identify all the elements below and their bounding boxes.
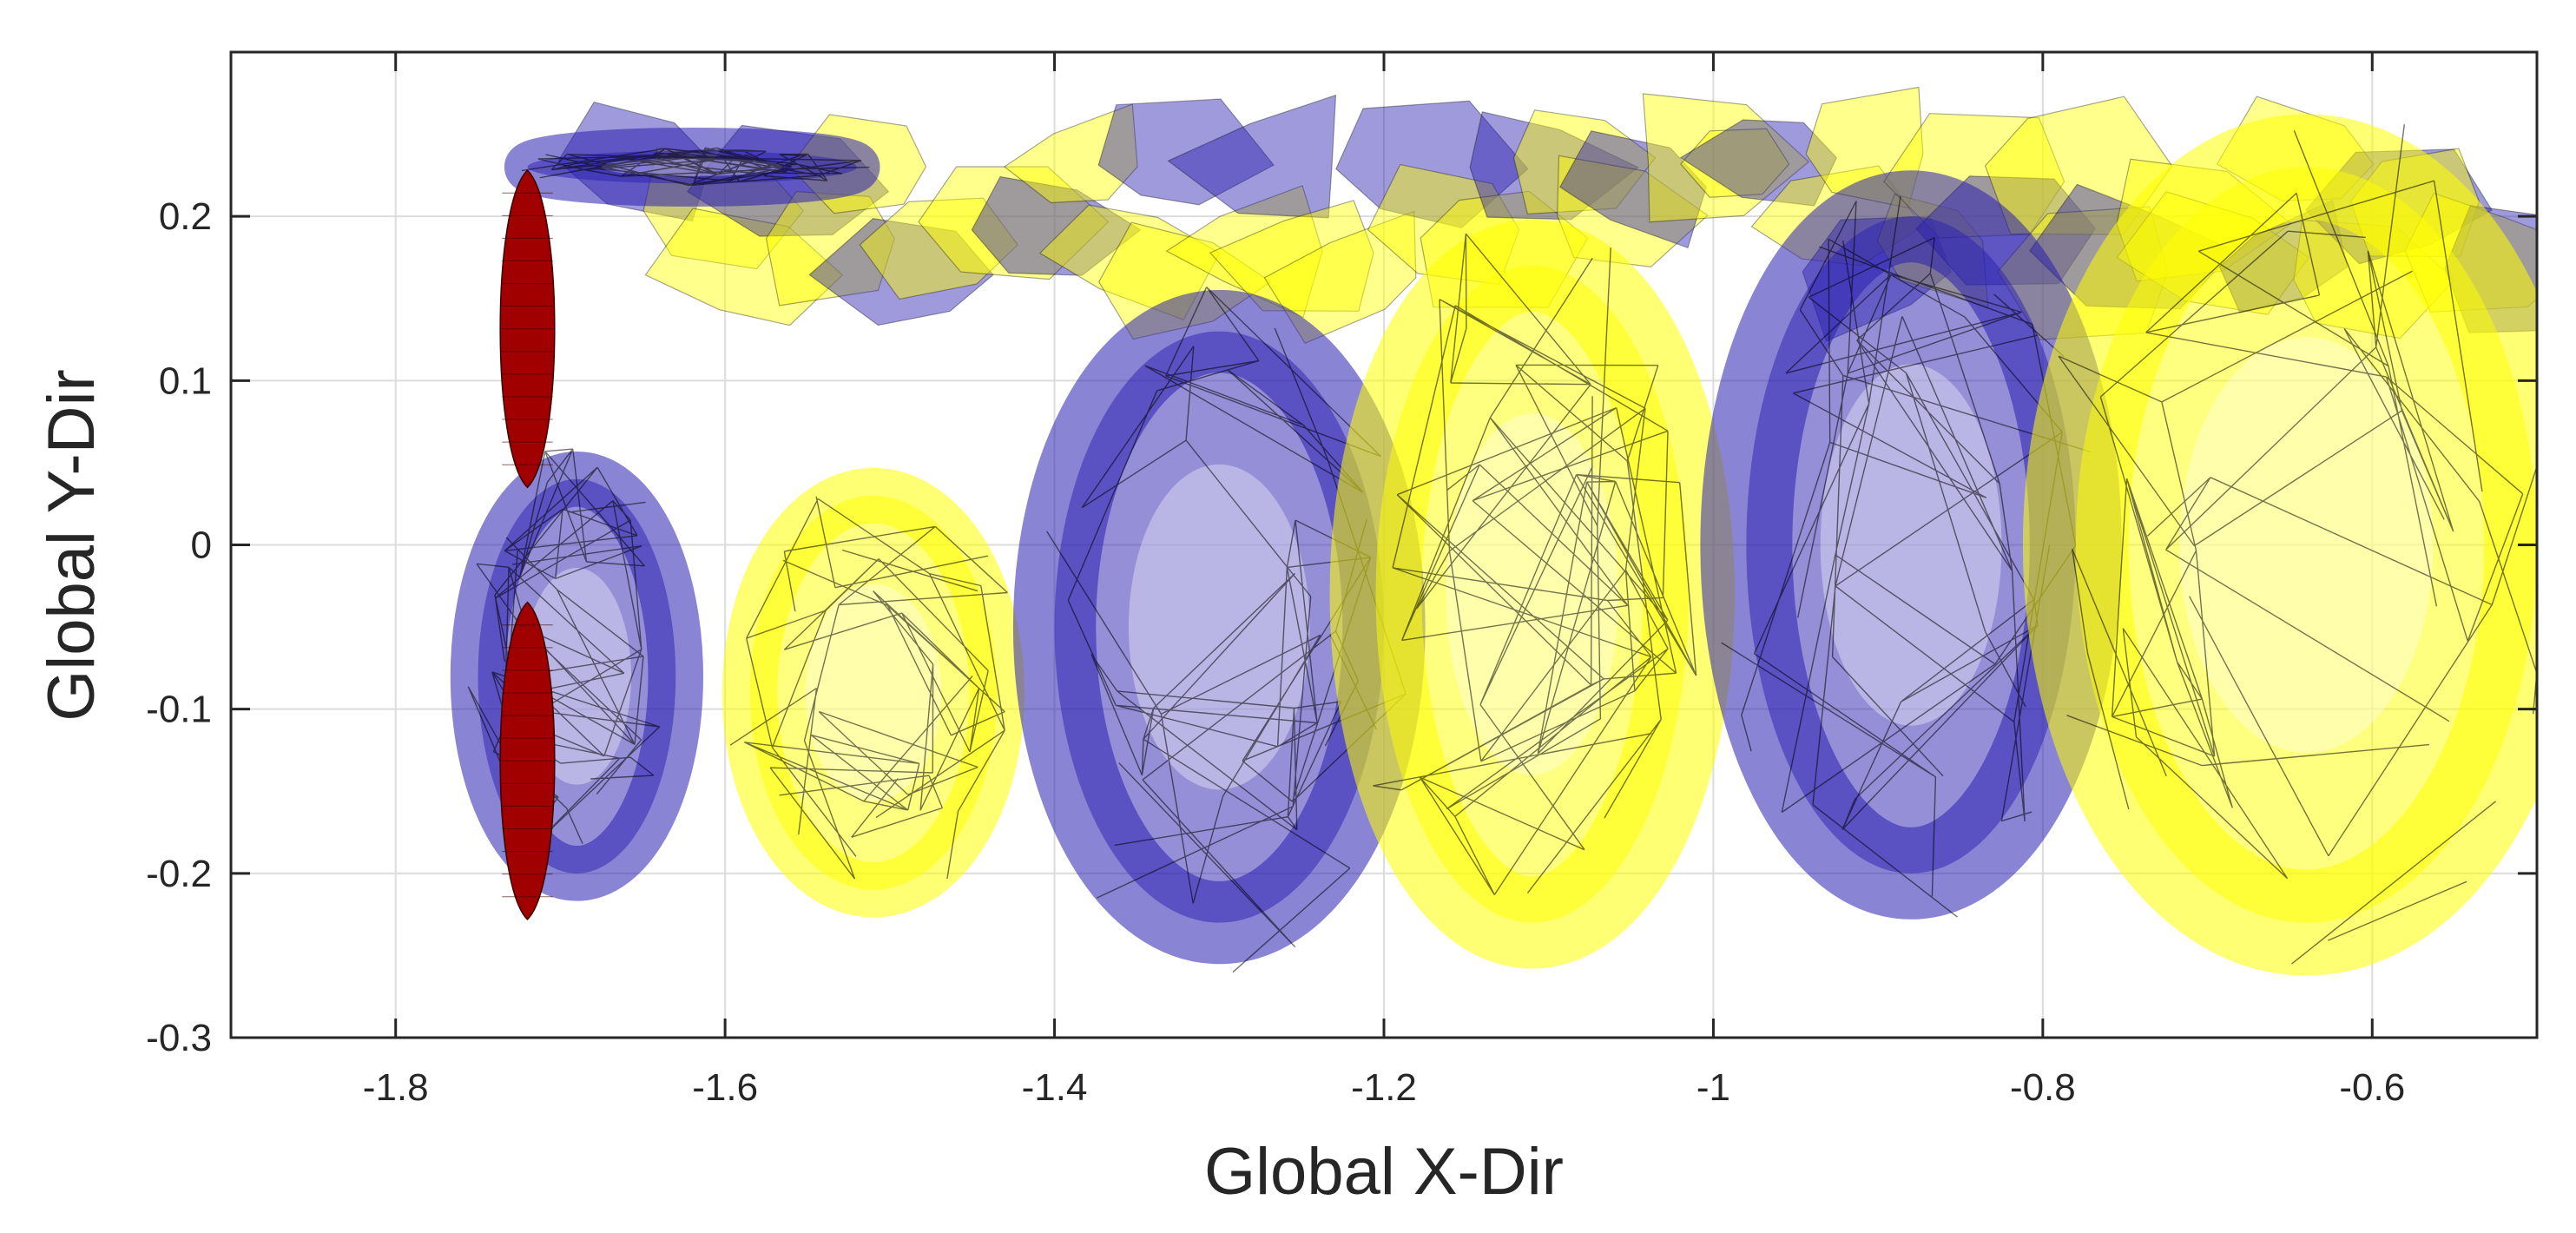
vortex-structure-negative (450, 448, 704, 901)
mesh-edges (1373, 233, 1697, 895)
x-tick-label: -0.6 (2339, 1066, 2405, 1109)
blade-upper-mesh (502, 192, 553, 465)
mesh-edges (1721, 195, 2092, 918)
wake-band-facet (1642, 93, 1810, 223)
y-tick-label: 0.1 (159, 359, 212, 402)
vortex-structure-negative (504, 127, 880, 207)
x-tick-label: -1.6 (692, 1066, 758, 1109)
y-tick-label: -0.1 (146, 689, 212, 731)
wake-band-facet (971, 175, 1142, 276)
vortex-core (1820, 364, 2002, 726)
wake-band-facet (765, 190, 895, 307)
wake-band-facet (1003, 103, 1138, 204)
wake-band-facet (1679, 119, 1838, 207)
y-tick-label: 0.2 (159, 195, 212, 238)
vortex-structure-negative (1700, 170, 2122, 920)
y-tick-label: 0 (191, 524, 212, 567)
x-tick-label: -1.2 (1351, 1066, 1417, 1109)
vortex-structure-positive (2022, 114, 2537, 976)
wake-band-facet (1680, 128, 1790, 198)
wake-band-facet (1263, 210, 1417, 344)
wake-band-facet (918, 166, 1110, 280)
x-axis-label: Global X-Dir (1204, 1135, 1564, 1209)
y-axis-label: Global Y-Dir (35, 369, 109, 722)
blade-lower-mesh (502, 624, 553, 898)
wake-band-facet (1165, 185, 1323, 319)
vortex-core (805, 584, 942, 801)
mesh-edges (521, 147, 870, 187)
wake-band-facet (1469, 111, 1640, 221)
wake-band-facet (1559, 130, 1707, 249)
vortex-structure-negative (1012, 287, 1426, 973)
wake-band-facet (859, 197, 1018, 300)
y-tick-label: -0.2 (146, 853, 212, 895)
x-tick-label: -0.8 (2010, 1066, 2076, 1109)
plot-area (450, 86, 2537, 976)
vortex-structure-positive (721, 467, 1024, 918)
wake-band-facet (1167, 94, 1337, 219)
wake-band-facet (1335, 100, 1529, 228)
vortex-core (2179, 337, 2434, 753)
ticks: -1.8 -1.6 -1.4 -1.2 -1 -0.8 -0.6 -0.3 -0.2 -0.1 0 0… (146, 52, 2537, 1109)
y-tick-label: -0.3 (146, 1017, 212, 1059)
wake-band-facet (1209, 200, 1374, 312)
vortex-core (1128, 464, 1310, 790)
x-tick-label: -1.8 (363, 1066, 429, 1109)
wake-band-facet (808, 217, 994, 326)
wake-band-facet (1097, 98, 1275, 206)
wake-band-facet (644, 208, 844, 326)
vortex-structure-positive (1329, 219, 1735, 969)
wake-band-facet (1512, 109, 1657, 215)
mesh-edges (2058, 124, 2537, 965)
mesh-edges (729, 496, 1008, 880)
x-tick-label: -1 (1696, 1066, 1730, 1109)
x-tick-label: -1.4 (1022, 1066, 1088, 1109)
